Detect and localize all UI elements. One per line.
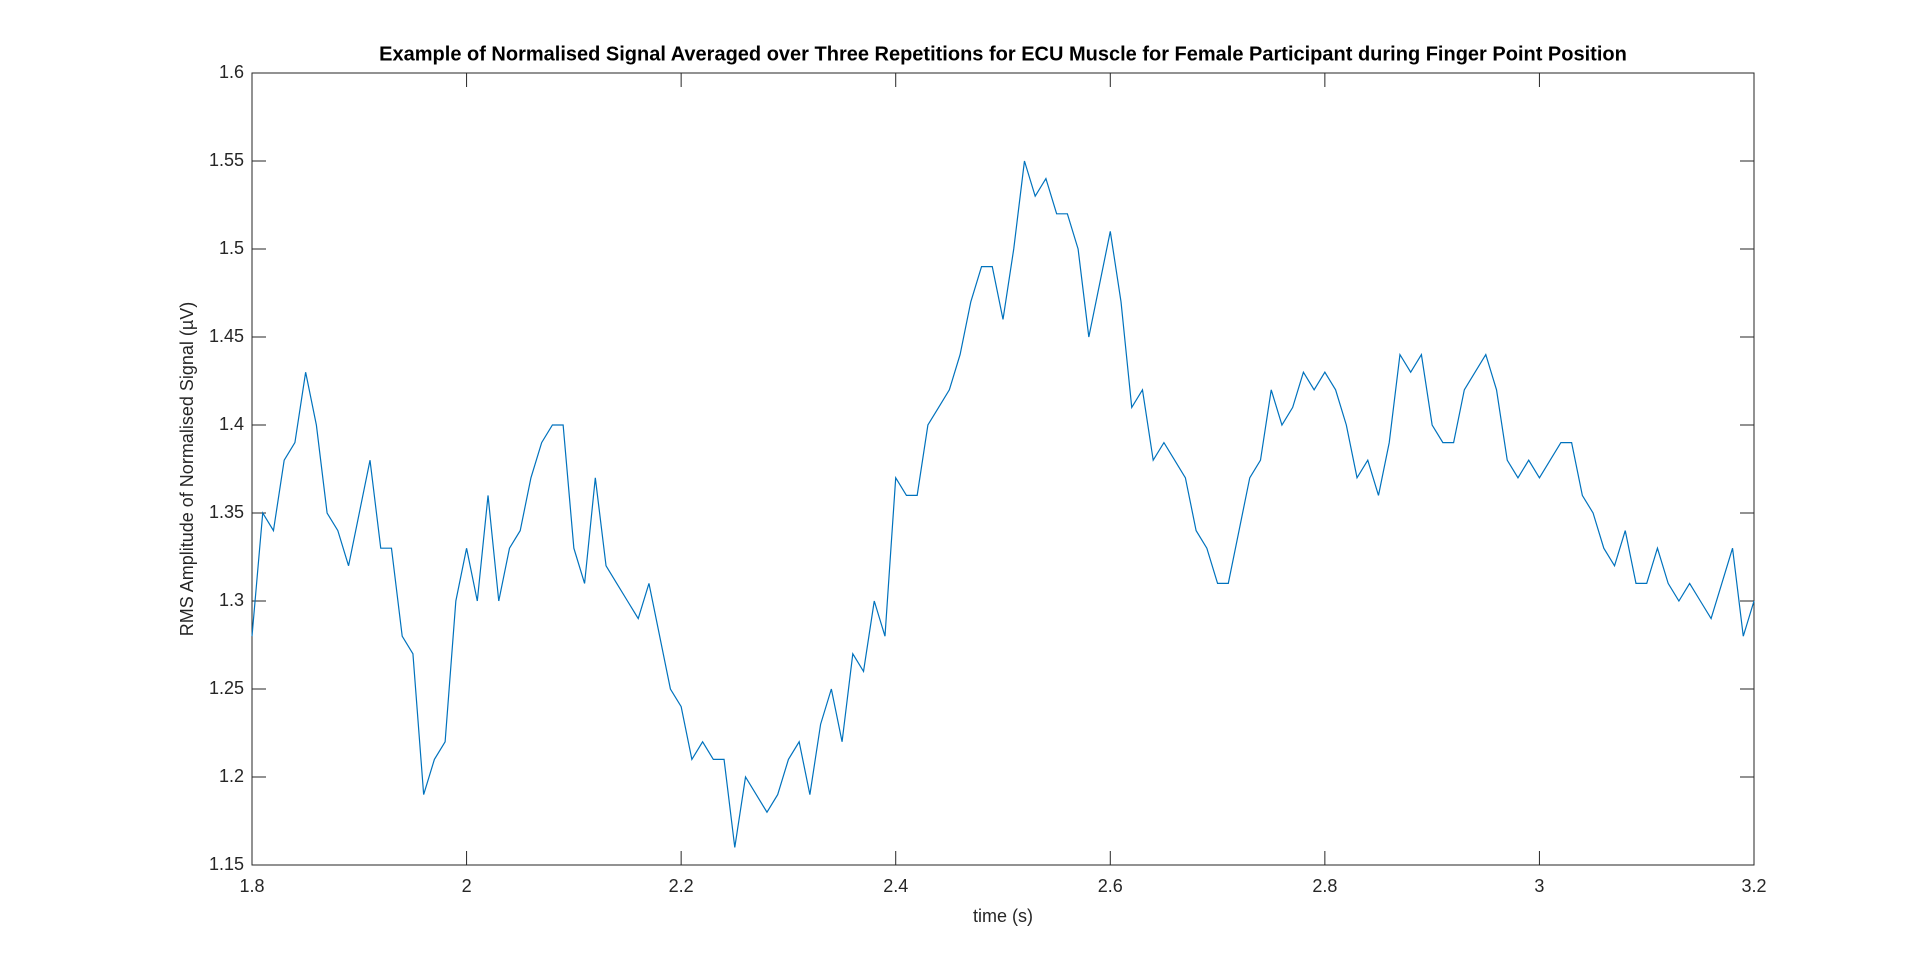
y-axis-label: RMS Amplitude of Normalised Signal (µV)	[177, 302, 197, 637]
x-tick-label: 3.2	[1741, 876, 1766, 896]
x-tick-label: 2.2	[669, 876, 694, 896]
y-tick-label: 1.45	[209, 326, 244, 346]
x-tick-label: 2.8	[1312, 876, 1337, 896]
x-tick-label: 2.4	[883, 876, 908, 896]
signal-line	[251, 160, 1755, 848]
x-tick-label: 3	[1534, 876, 1544, 896]
y-tick-label: 1.2	[219, 766, 244, 786]
y-tick-label: 1.3	[219, 590, 244, 610]
x-tick-label: 1.8	[239, 876, 264, 896]
y-tick-label: 1.55	[209, 150, 244, 170]
chart-title: Example of Normalised Signal Averaged ov…	[379, 43, 1627, 65]
y-tick-label: 1.5	[219, 238, 244, 258]
x-tick-label: 2	[462, 876, 472, 896]
y-tick-label: 1.15	[209, 854, 244, 874]
y-tick-label: 1.25	[209, 678, 244, 698]
y-tick-label: 1.6	[219, 62, 244, 82]
plot-frame	[251, 72, 1755, 866]
x-tick-label: 2.6	[1098, 876, 1123, 896]
y-tick-label: 1.4	[219, 414, 244, 434]
y-tick-label: 1.35	[209, 502, 244, 522]
x-axis-label: time (s)	[973, 906, 1033, 926]
